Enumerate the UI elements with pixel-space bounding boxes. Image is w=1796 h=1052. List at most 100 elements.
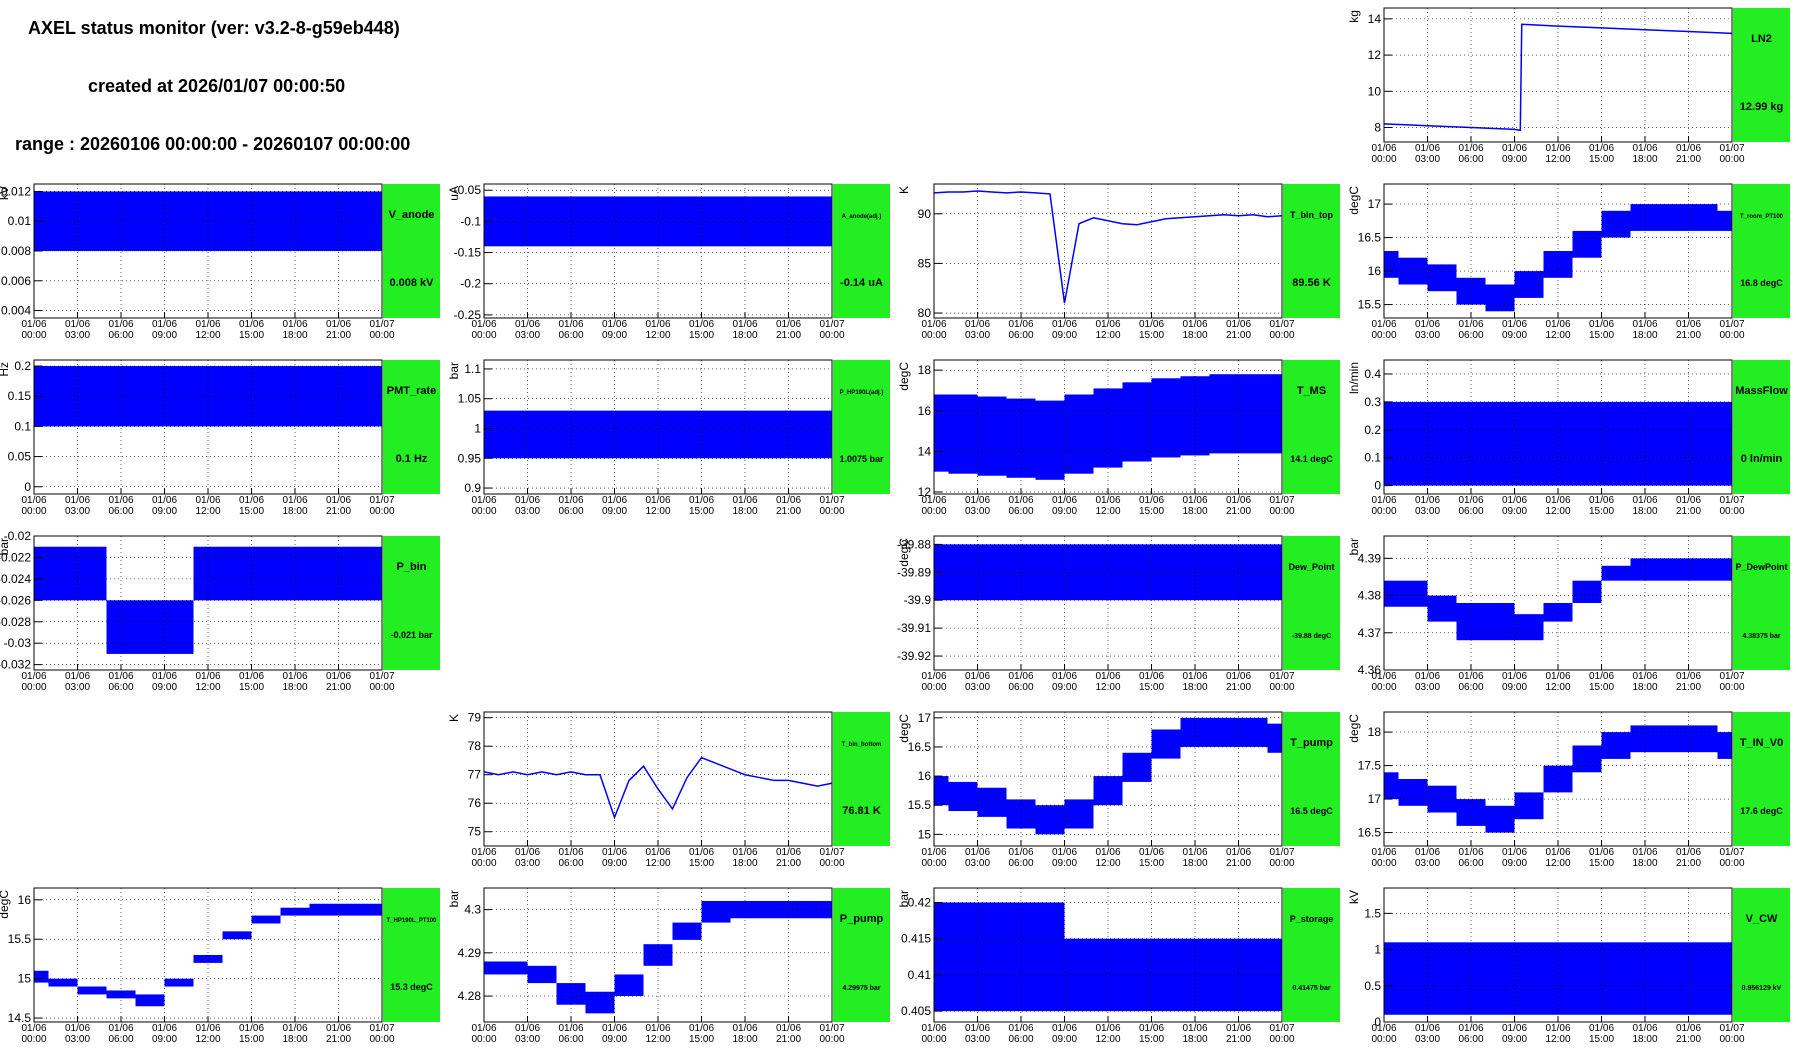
y-axis-unit: degC: [897, 714, 911, 743]
y-tick-label: 4.36: [1358, 663, 1382, 677]
y-axis-unit: ln/min: [1347, 362, 1361, 394]
x-tick-label: 01/06 15:00: [1138, 671, 1165, 693]
y-tick-label: 90: [918, 207, 932, 221]
channel-name: T_HP190L_PT100: [386, 918, 437, 924]
x-tick-label: 01/06 00:00: [471, 847, 497, 869]
x-tick-label: 01/06 03:00: [64, 671, 91, 693]
band-segment: [1035, 400, 1065, 480]
band-segment: [527, 965, 557, 984]
x-tick-label: 01/07 00:00: [819, 1023, 845, 1045]
y-tick-label: 16: [1368, 264, 1382, 278]
channel-name: P_bin: [397, 561, 427, 573]
y-tick-label: -0.024: [0, 572, 31, 586]
y-tick-label: 16.5: [1358, 826, 1382, 840]
x-tick-label: 01/07 00:00: [369, 495, 395, 517]
plot-frame: [1383, 887, 1733, 1023]
band-segment: [48, 978, 78, 987]
current-value: 16.8 degC: [1740, 278, 1783, 288]
x-tick-label: 01/06 03:00: [1414, 143, 1441, 165]
x-tick-label: 01/07 00:00: [819, 495, 845, 517]
y-tick-label: 15: [18, 972, 32, 986]
x-tick-label: 01/06 21:00: [1225, 495, 1252, 517]
y-tick-label: 78: [468, 739, 482, 753]
x-tick-label: 01/06 15:00: [1588, 1023, 1615, 1045]
x-tick-label: 01/06 18:00: [732, 1023, 758, 1045]
y-tick-label: 16: [918, 769, 932, 783]
x-tick-label: 01/06 21:00: [775, 847, 802, 869]
x-tick-label: 01/06 15:00: [1588, 671, 1615, 693]
plot-frame: [933, 535, 1283, 671]
x-tick-label: 01/06 00:00: [1371, 847, 1397, 869]
x-tick-label: 01/06 21:00: [1225, 1023, 1252, 1045]
y-tick-label: 1.05: [458, 392, 482, 406]
x-tick-label: 01/06 09:00: [1501, 847, 1528, 869]
page-title: AXEL status monitor (ver: v3.2-8-g59eb44…: [28, 18, 400, 38]
x-tick-label: 01/06 21:00: [775, 319, 802, 341]
band-segment: [1384, 772, 1399, 800]
band-segment: [1514, 792, 1544, 820]
y-tick-label: 15.5: [8, 932, 32, 946]
band-segment: [1558, 942, 1732, 1015]
status-panel: [1283, 888, 1340, 1022]
x-tick-label: 01/06 09:00: [601, 319, 628, 341]
y-tick-label: 17: [1368, 197, 1382, 211]
x-tick-label: 01/06 18:00: [1632, 319, 1658, 341]
plot-frame: [483, 183, 833, 319]
x-tick-label: 01/06 18:00: [1632, 495, 1658, 517]
band-segment: [338, 546, 368, 601]
band-segment: [1485, 284, 1515, 312]
x-tick-label: 01/06 09:00: [1051, 495, 1078, 517]
status-panel: [1733, 888, 1790, 1022]
x-tick-label: 01/06 06:00: [558, 495, 584, 517]
band-segment: [1688, 725, 1718, 753]
x-tick-label: 01/06 09:00: [1501, 495, 1528, 517]
y-tick-label: 0.01: [8, 214, 32, 228]
x-tick-label: 01/06 12:00: [645, 847, 671, 869]
x-tick-label: 01/06 00:00: [921, 495, 947, 517]
y-tick-label: 0.006: [1, 274, 31, 288]
x-tick-label: 01/06 18:00: [732, 847, 758, 869]
band-segment: [1267, 723, 1282, 753]
current-value: -0.021 bar: [390, 630, 433, 640]
current-value: 4.38375 bar: [1742, 633, 1780, 640]
channel-name: T_room_PT100: [1740, 214, 1784, 220]
x-tick-label: 01/06 18:00: [1632, 847, 1658, 869]
band-segment: [1688, 204, 1718, 231]
x-tick-label: 01/06 18:00: [732, 319, 758, 341]
y-tick-label: 0.95: [458, 451, 482, 465]
status-panel: [833, 184, 890, 318]
band-segment: [1572, 230, 1602, 258]
x-tick-label: 01/06 06:00: [1458, 671, 1484, 693]
band-segment: [1209, 374, 1239, 454]
x-tick-label: 01/06 21:00: [775, 495, 802, 517]
x-tick-label: 01/06 09:00: [151, 1023, 178, 1045]
y-tick-label: -0.2: [460, 277, 481, 291]
band-segment: [1456, 603, 1486, 641]
y-tick-label: 1: [1374, 943, 1381, 957]
x-tick-label: 01/06 12:00: [1095, 1023, 1121, 1045]
plot-frame: [33, 359, 383, 495]
x-tick-label: 01/06 09:00: [1051, 1023, 1078, 1045]
x-tick-label: 01/06 06:00: [1008, 495, 1034, 517]
band-segment: [164, 978, 194, 987]
status-panel: [383, 184, 440, 318]
current-value: 89.56 K: [1292, 277, 1331, 289]
x-tick-label: 01/06 15:00: [238, 671, 265, 693]
y-axis-unit: degC: [897, 362, 911, 391]
x-tick-label: 01/06 06:00: [1458, 1023, 1484, 1045]
band-segment: [701, 900, 731, 923]
x-tick-label: 01/06 21:00: [1675, 143, 1702, 165]
band-segment: [1717, 210, 1732, 231]
x-tick-label: 01/06 15:00: [1588, 495, 1615, 517]
x-tick-label: 01/06 15:00: [238, 1023, 265, 1045]
x-tick-label: 01/06 00:00: [471, 319, 497, 341]
plot-frame: [1383, 535, 1733, 671]
time-range: range : 20260106 00:00:00 - 20260107 00:…: [15, 134, 411, 154]
plot-frame: [1383, 359, 1733, 495]
y-tick-label: -39.91: [897, 621, 931, 635]
y-tick-label: 0.405: [901, 1004, 931, 1018]
y-axis-unit: uA: [447, 186, 461, 201]
x-tick-label: 01/06 21:00: [1675, 1023, 1702, 1045]
x-tick-label: 01/06 12:00: [1545, 495, 1571, 517]
